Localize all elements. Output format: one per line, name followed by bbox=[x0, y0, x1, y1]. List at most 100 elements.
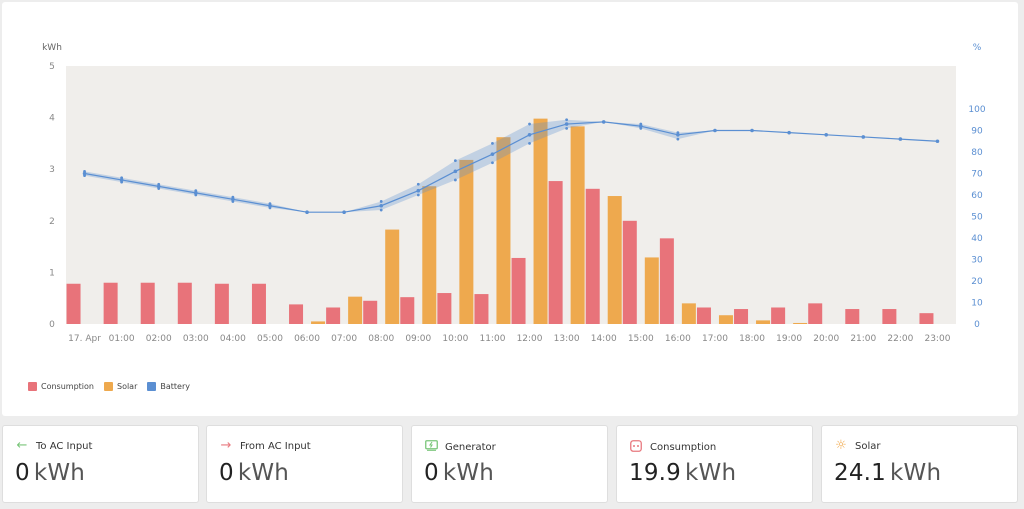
y-right-tick-label: 0 bbox=[974, 320, 980, 330]
battery-max-point bbox=[379, 200, 383, 203]
consumption-bar bbox=[400, 297, 415, 324]
consumption-bar bbox=[103, 282, 118, 324]
stat-title: Generator bbox=[445, 441, 496, 453]
battery-point bbox=[231, 197, 235, 202]
y-left-axis-label: kWh bbox=[42, 43, 62, 53]
battery-max-point bbox=[565, 118, 569, 122]
stat-title: Solar bbox=[855, 440, 881, 452]
consumption-bar bbox=[882, 309, 897, 324]
legend-item-battery[interactable]: Battery bbox=[147, 382, 190, 391]
x-tick-label: 14:00 bbox=[591, 334, 617, 344]
battery-point bbox=[305, 210, 309, 214]
legend-label-battery: Battery bbox=[160, 382, 190, 391]
solar-bar bbox=[311, 321, 326, 324]
y-left-tick-label: 2 bbox=[49, 217, 55, 227]
stat-card-generator: Generator 0 kWh bbox=[411, 425, 608, 503]
battery-point bbox=[638, 124, 643, 128]
battery-point bbox=[156, 184, 161, 189]
battery-point bbox=[82, 171, 87, 176]
battery-min-point bbox=[676, 137, 680, 141]
battery-point bbox=[564, 122, 569, 126]
stat-title: To AC Input bbox=[36, 440, 93, 452]
y-left-tick-label: 3 bbox=[49, 165, 55, 175]
x-tick-label: 22:00 bbox=[887, 334, 913, 344]
x-tick-label: 15:00 bbox=[628, 334, 654, 344]
stat-unit: kWh bbox=[685, 460, 737, 486]
battery-min-point bbox=[416, 193, 420, 197]
x-tick-label: 20:00 bbox=[813, 334, 839, 344]
consumption-bar bbox=[289, 304, 304, 324]
solar-bar bbox=[385, 229, 400, 324]
stat-value: 24.1 bbox=[834, 460, 887, 486]
y-right-tick-label: 80 bbox=[971, 148, 983, 158]
x-tick-label: 16:00 bbox=[665, 334, 691, 344]
generator-icon bbox=[424, 440, 438, 454]
solar-bar bbox=[793, 322, 808, 324]
x-tick-label: 08:00 bbox=[368, 334, 394, 344]
battery-point bbox=[824, 133, 829, 137]
x-tick-label: 11:00 bbox=[479, 334, 505, 344]
solar-bar bbox=[644, 257, 659, 324]
battery-point bbox=[416, 188, 421, 193]
stat-value: 19.9 bbox=[629, 460, 682, 486]
chart-legend: Consumption Solar Battery bbox=[28, 382, 190, 391]
stat-unit: kWh bbox=[890, 460, 942, 486]
stat-title: From AC Input bbox=[240, 440, 311, 452]
stat-card-consumption: Consumption 19.9 kWh bbox=[616, 425, 813, 503]
y-right-tick-label: 50 bbox=[971, 213, 983, 223]
stat-card-from-ac-input: → From AC Input 0 kWh bbox=[206, 425, 403, 503]
stat-value: 0 bbox=[219, 460, 234, 486]
consumption-bar bbox=[622, 220, 637, 324]
stat-unit: kWh bbox=[442, 460, 495, 486]
x-tick-label: 23:00 bbox=[924, 334, 950, 344]
solar-bar bbox=[533, 118, 548, 325]
x-tick-label: 03:00 bbox=[183, 334, 209, 344]
stat-card-to-ac-input: ← To AC Input 0 kWh bbox=[2, 425, 199, 503]
consumption-bar bbox=[251, 283, 266, 324]
y-right-axis-label: % bbox=[973, 43, 982, 53]
battery-min-point bbox=[565, 126, 569, 130]
legend-item-solar[interactable]: Solar bbox=[103, 382, 137, 391]
solar-bar bbox=[718, 315, 733, 324]
y-right-tick-label: 40 bbox=[971, 234, 983, 244]
stats-row: ← To AC Input 0 kWh → From AC Input 0 kWh … bbox=[0, 425, 1024, 505]
x-tick-label: 05:00 bbox=[257, 334, 283, 344]
arrow-right-icon: → bbox=[220, 438, 232, 453]
solar-bar bbox=[459, 159, 474, 324]
battery-point bbox=[268, 203, 272, 208]
stat-unit: kWh bbox=[237, 460, 290, 486]
y-right-tick-label: 90 bbox=[971, 127, 983, 137]
x-tick-label: 07:00 bbox=[331, 334, 357, 344]
consumption-bar bbox=[771, 307, 786, 324]
y-right-tick-label: 60 bbox=[971, 191, 983, 201]
consumption-bar bbox=[919, 313, 934, 324]
battery-min-point bbox=[491, 161, 494, 165]
consumption-bar bbox=[177, 282, 192, 324]
battery-point bbox=[527, 133, 532, 137]
x-tick-label: 06:00 bbox=[294, 334, 320, 344]
consumption-bar bbox=[659, 238, 674, 324]
stat-title: Consumption bbox=[650, 442, 717, 453]
battery-point bbox=[898, 137, 903, 141]
x-tick-label: 18:00 bbox=[739, 334, 765, 344]
battery-max-point bbox=[528, 122, 531, 126]
battery-range-band bbox=[84, 119, 938, 213]
x-tick-label: 12:00 bbox=[517, 334, 543, 344]
battery-line bbox=[84, 121, 938, 213]
x-tick-label: 01:00 bbox=[109, 334, 135, 344]
stat-unit: kWh bbox=[33, 460, 86, 486]
x-tick-label: 19:00 bbox=[776, 334, 802, 344]
legend-item-consumption[interactable]: Consumption bbox=[28, 382, 94, 391]
x-tick-label: 13:00 bbox=[554, 334, 580, 344]
legend-swatch-solar bbox=[103, 382, 113, 391]
legend-swatch-consumption bbox=[28, 382, 37, 391]
battery-point bbox=[119, 178, 124, 182]
battery-point bbox=[935, 139, 940, 144]
y-left-tick-label: 4 bbox=[49, 114, 55, 124]
battery-point bbox=[676, 133, 680, 137]
solar-bar bbox=[756, 320, 771, 324]
energy-chart: 0 1 2 3 4 5 kWh 0 10 20 30 40 50 60 70 80 90 100% 17. Apr 0… bbox=[42, 43, 986, 344]
battery-point bbox=[379, 203, 384, 208]
x-tick-label: 04:00 bbox=[220, 334, 246, 344]
battery-point bbox=[193, 191, 198, 195]
